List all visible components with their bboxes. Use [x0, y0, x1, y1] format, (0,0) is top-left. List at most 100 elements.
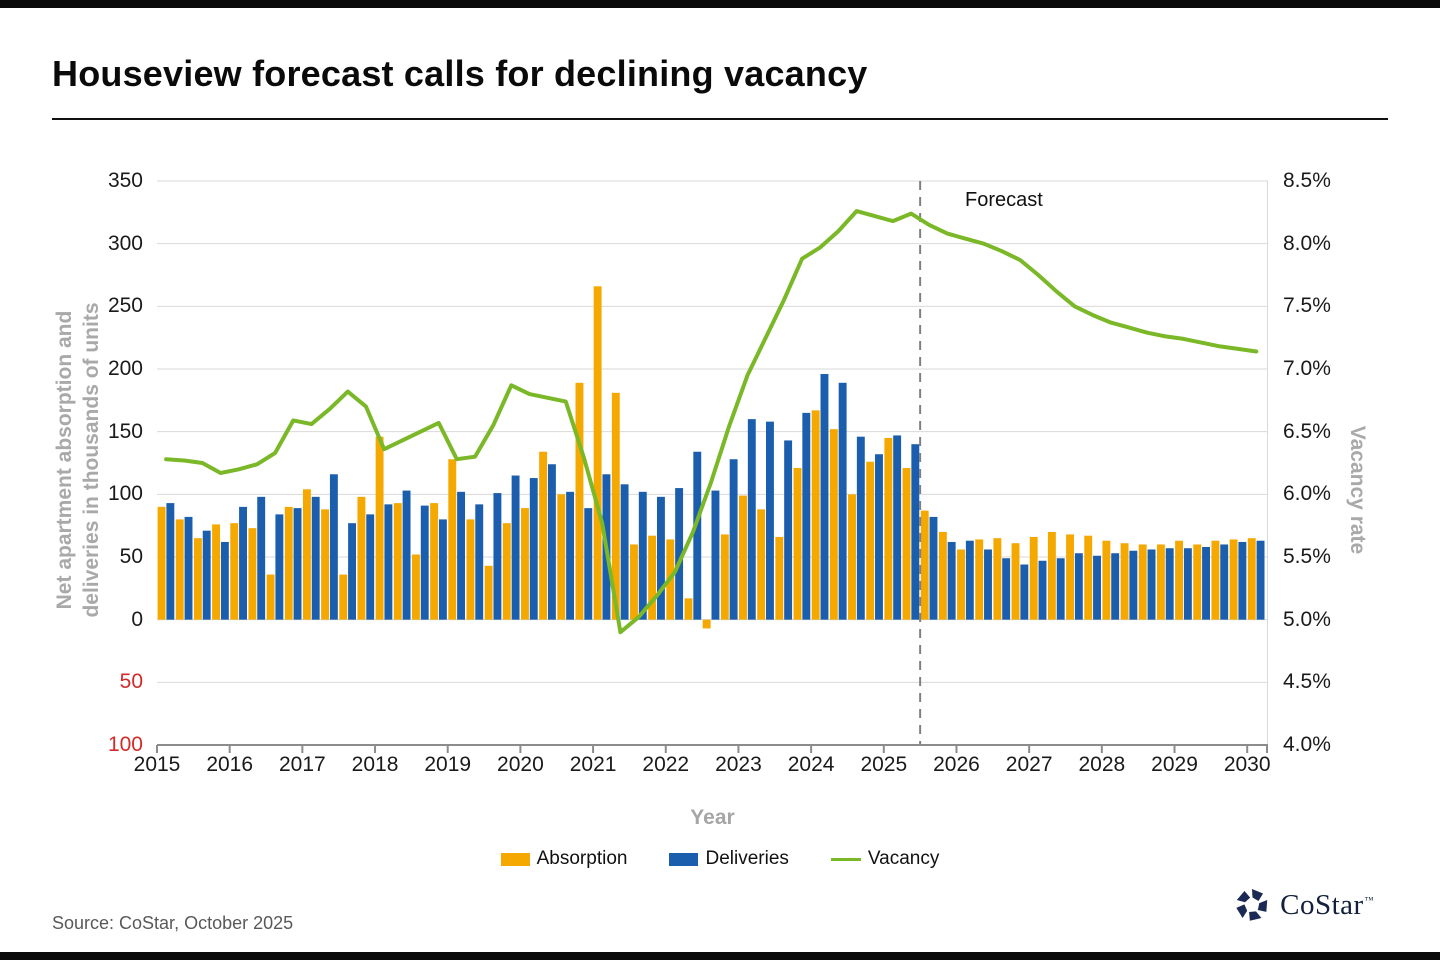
absorption-bar-2017-Q2: [321, 509, 330, 620]
right-tick-8.0%: 8.0%: [1283, 231, 1331, 255]
absorption-bar-2027-Q1: [1029, 536, 1038, 620]
absorption-bar-2025-Q4: [938, 531, 947, 620]
absorption-bar-2019-Q2: [466, 519, 475, 620]
year-label-2020: 2020: [497, 753, 544, 776]
right-tick-6.0%: 6.0%: [1283, 482, 1331, 506]
deliveries-bar-2017-Q3: [348, 523, 356, 620]
absorption-bar-2027-Q3: [1066, 534, 1074, 620]
absorption-bar-2024-Q4: [866, 461, 875, 620]
deliveries-bar-2022-Q1: [675, 488, 684, 620]
deliveries-bar-2023-Q3: [784, 440, 793, 620]
absorption-bar-2023-Q4: [793, 468, 802, 620]
costar-pinwheel-icon: [1236, 889, 1268, 921]
deliveries-bar-2019-Q1: [457, 491, 466, 620]
deliveries-swatch-icon: [669, 852, 699, 866]
pinwheel-petal: [1257, 900, 1268, 912]
deliveries-bar-2015-Q3: [202, 530, 211, 620]
absorption-bar-2025-Q1: [884, 437, 893, 620]
deliveries-bar-2021-Q4: [656, 496, 665, 620]
deliveries-bar-2020-Q2: [547, 464, 556, 620]
deliveries-bar-2018-Q3: [420, 505, 429, 620]
absorption-bar-2028-Q2: [1120, 543, 1129, 620]
plot-area: [156, 180, 1268, 753]
source-text: Source: CoStar, October 2025: [52, 913, 294, 933]
trademark-symbol: ™: [1364, 894, 1374, 905]
year-label-2025: 2025: [860, 753, 908, 776]
absorption-bar-2024-Q1: [811, 410, 820, 620]
absorption-bar-2015-Q4: [212, 524, 221, 620]
vacancy-line-swatch-icon: [830, 857, 861, 861]
absorption-bar-2019-Q4: [502, 523, 511, 620]
absorption-bar-2020-Q3: [557, 494, 566, 620]
year-label-2017: 2017: [279, 753, 326, 776]
deliveries-bar-2026-Q4: [1020, 564, 1029, 620]
left-tick-0: 0: [131, 607, 143, 631]
absorption-bar-2021-Q3: [630, 544, 638, 620]
deliveries-bar-2027-Q3: [1074, 553, 1083, 620]
year-label-2027: 2027: [1005, 753, 1053, 776]
deliveries-bar-2022-Q3: [711, 490, 720, 620]
year-label-2019: 2019: [424, 753, 472, 776]
left-tick-100-neg: 100: [107, 733, 143, 756]
year-label-2024: 2024: [787, 753, 835, 776]
legend-item-vacancy: Vacancy: [830, 848, 940, 870]
left-tick-250: 250: [107, 294, 143, 318]
deliveries-bar-2025-Q3: [929, 516, 938, 620]
year-label-2021: 2021: [569, 753, 617, 776]
vacancy-line: [164, 209, 1259, 635]
absorption-bar-2019-Q1: [448, 459, 457, 620]
legend-absorption-label: Absorption: [536, 848, 628, 869]
absorption-bar-2017-Q1: [302, 489, 311, 620]
absorption-bar-2029-Q3: [1211, 540, 1220, 620]
right-axis-tick-labels: 8.5% 8.0% 7.5% 7.0% 6.5% 6.0% 5.5% 5.0% 4.5% 4.0%: [1283, 169, 1378, 756]
deliveries-bar-2025-Q2: [911, 444, 920, 620]
right-tick-7.5%: 7.5%: [1283, 294, 1331, 318]
absorption-bar-2015-Q2: [175, 519, 184, 620]
deliveries-bar-2020-Q3: [566, 491, 575, 620]
absorption-bar-2020-Q1: [521, 508, 529, 620]
absorption-bar-2023-Q3: [775, 536, 784, 620]
absorption-bar-2026-Q3: [993, 538, 1002, 620]
deliveries-bar-2028-Q3: [1147, 549, 1156, 620]
left-tick-350: 350: [107, 169, 143, 192]
left-tick-300: 300: [107, 231, 143, 255]
left-tick-50: 50: [119, 545, 143, 568]
legend-deliveries-label: Deliveries: [705, 848, 789, 869]
deliveries-bar-2018-Q4: [438, 519, 447, 620]
absorption-bar-2022-Q4: [720, 534, 729, 620]
legend-vacancy-label: Vacancy: [867, 848, 940, 869]
absorption-bar-2021-Q1: [593, 286, 602, 620]
deliveries-bar-2023-Q1: [747, 419, 756, 620]
left-tick-100: 100: [107, 482, 143, 506]
absorption-bar-2016-Q4: [284, 506, 293, 620]
absorption-bar-2025-Q3: [920, 510, 929, 620]
legend-item-deliveries: Deliveries: [669, 848, 789, 870]
deliveries-bar-2023-Q2: [766, 421, 774, 620]
absorption-bar-2022-Q3: [702, 619, 711, 629]
absorption-bar-2019-Q3: [484, 565, 493, 620]
year-label-2022: 2022: [642, 753, 690, 776]
deliveries-bar-2021-Q3: [638, 491, 647, 620]
deliveries-bar-2015-Q4: [220, 541, 229, 620]
title-divider: [52, 118, 1388, 120]
right-tick-4.0%: 4.0%: [1283, 733, 1331, 756]
absorption-bar-2018-Q2: [393, 503, 402, 620]
absorption-bar-2029-Q1: [1175, 540, 1184, 620]
absorption-bar-2021-Q4: [648, 535, 657, 620]
pinwheel-petal: [1249, 911, 1262, 921]
year-label-2029: 2029: [1151, 753, 1198, 776]
deliveries-bar-2016-Q2: [257, 496, 266, 620]
absorption-bar-2028-Q4: [1156, 544, 1165, 620]
deliveries-bar-2018-Q1: [384, 504, 393, 620]
absorption-bar-2021-Q2: [611, 392, 620, 620]
absorption-bar-2024-Q3: [848, 494, 856, 620]
deliveries-bar-2017-Q2: [329, 474, 338, 620]
absorption-bar-2027-Q4: [1084, 535, 1093, 620]
deliveries-bar-2027-Q1: [1038, 560, 1047, 620]
right-tick-8.5%: 8.5%: [1283, 169, 1331, 192]
year-label-2023: 2023: [715, 753, 762, 776]
absorption-bar-2016-Q1: [230, 523, 239, 620]
legend: Absorption Deliveries Vacancy: [0, 848, 1440, 870]
deliveries-bar-2021-Q2: [620, 484, 629, 620]
